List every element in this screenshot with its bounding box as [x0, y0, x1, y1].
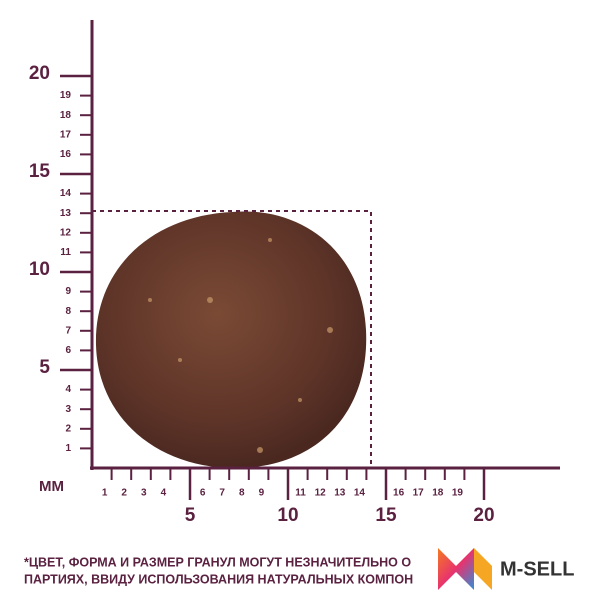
y-minor-label: 4 [65, 384, 71, 395]
x-minor-label: 2 [121, 488, 127, 499]
x-minor-label: 7 [219, 488, 225, 499]
footnote-line: ПАРТИЯХ, ВВИДУ ИСПОЛЬЗОВАНИЯ НАТУРАЛЬНЫХ… [24, 572, 413, 586]
x-minor-label: 17 [413, 488, 425, 499]
x-minor-label: 9 [259, 488, 265, 499]
x-major-label: 10 [277, 505, 298, 526]
x-major-label: 5 [185, 505, 196, 526]
unit-label: ММ [39, 478, 64, 495]
x-minor-label: 12 [315, 488, 327, 499]
y-minor-label: 3 [65, 404, 71, 415]
y-minor-label: 7 [65, 325, 71, 336]
x-minor-label: 18 [432, 488, 444, 499]
x-minor-label: 8 [239, 488, 245, 499]
y-minor-label: 1 [65, 443, 71, 454]
kibble [95, 211, 367, 469]
y-minor-label: 17 [60, 129, 72, 140]
y-minor-label: 16 [60, 149, 72, 160]
y-minor-label: 13 [60, 208, 72, 219]
y-major-label: 15 [29, 161, 51, 182]
y-major-label: 20 [29, 63, 50, 84]
y-minor-label: 12 [60, 227, 72, 238]
y-minor-label: 11 [60, 247, 71, 258]
x-major-label: 20 [473, 505, 494, 526]
logo-text: M-SELL [500, 558, 574, 580]
kibble-texture [148, 238, 333, 453]
x-minor-label: 13 [334, 488, 346, 499]
y-minor-label: 2 [65, 423, 71, 434]
y-minor-label: 18 [60, 110, 72, 121]
y-minor-label: 9 [65, 286, 71, 297]
y-major-label: 10 [29, 259, 50, 280]
logo-mark [438, 548, 492, 590]
x-minor-label: 3 [141, 488, 147, 499]
x-minor-label: 1 [102, 488, 108, 499]
x-minor-label: 19 [452, 488, 464, 499]
x-minor-label: 16 [393, 488, 405, 499]
x-minor-label: 14 [354, 488, 366, 499]
size-box [92, 210, 372, 468]
y-minor-label: 6 [65, 345, 71, 356]
y-minor-label: 19 [60, 90, 72, 101]
x-minor-label: 6 [200, 488, 206, 499]
x-minor-label: 11 [295, 488, 306, 499]
x-major-label: 15 [375, 505, 397, 526]
x-minor-label: 4 [161, 488, 167, 499]
y-minor-label: 8 [65, 306, 71, 317]
y-minor-label: 14 [60, 188, 72, 199]
y-major-label: 5 [39, 357, 50, 378]
footnote-line: *ЦВЕТ, ФОРМА И РАЗМЕР ГРАНУЛ МОГУТ НЕЗНА… [24, 555, 411, 569]
